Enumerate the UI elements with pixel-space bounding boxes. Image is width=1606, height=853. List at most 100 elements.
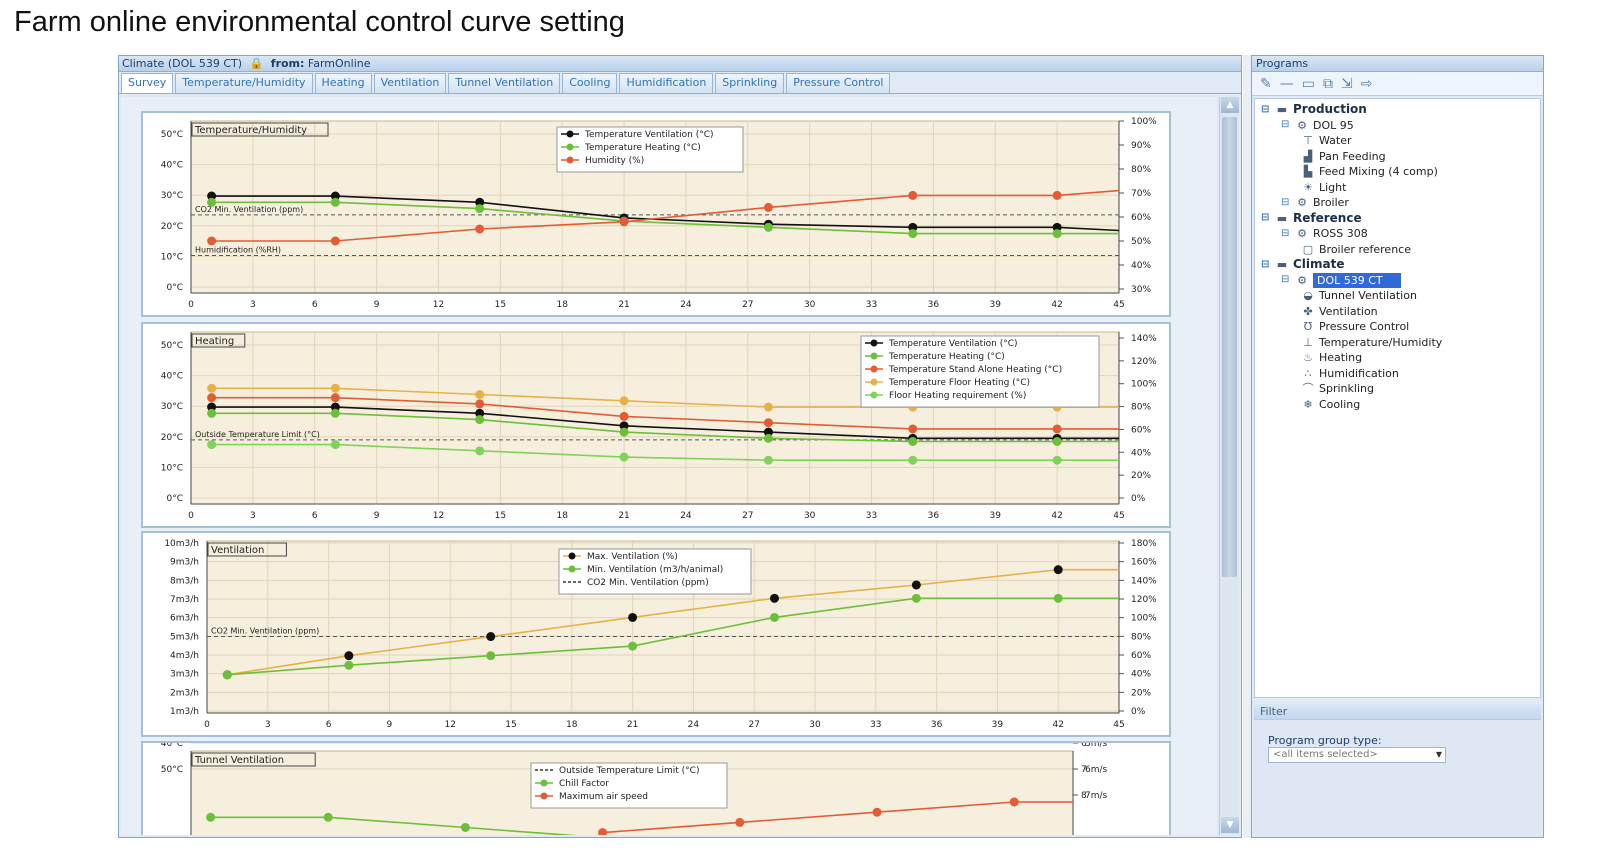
tree-item[interactable]: ◒ Tunnel Ventilation: [1301, 288, 1417, 303]
data-point: [207, 383, 217, 393]
collapse-icon[interactable]: ⊟: [1281, 227, 1290, 239]
tree-item[interactable]: ✤ Ventilation: [1301, 304, 1377, 319]
chart-title-box: [191, 752, 316, 767]
tab-cooling[interactable]: Cooling: [562, 73, 618, 93]
scroll-thumb[interactable]: [1222, 117, 1237, 577]
tree-item[interactable]: ▟ Pan Feeding: [1301, 149, 1386, 164]
scroll-down-icon[interactable]: ▼: [1221, 817, 1239, 833]
y-tick-label: 50°C: [161, 130, 183, 140]
tab-pressure-control[interactable]: Pressure Control: [786, 73, 891, 93]
collapse-icon[interactable]: ⊟: [1261, 212, 1270, 223]
save-icon[interactable]: ▭: [1301, 75, 1315, 92]
collapse-icon[interactable]: ⊟: [1261, 258, 1270, 270]
tab-temperature-humidity[interactable]: Temperature/Humidity: [175, 73, 313, 93]
panel-splitter[interactable]: [1243, 55, 1251, 838]
tab-tunnel-ventilation[interactable]: Tunnel Ventilation: [448, 73, 561, 93]
scroll-up-icon[interactable]: ▲: [1221, 97, 1239, 113]
y-right-tick-label: 7m/s: [1085, 791, 1108, 801]
tree-item[interactable]: ⊟ ▬ Reference: [1261, 211, 1362, 226]
title-house: (DOL 539 CT): [167, 57, 243, 70]
export-icon[interactable]: ⇨: [1360, 75, 1373, 92]
data-point: [1052, 229, 1062, 239]
tree-item-label: Cooling: [1319, 397, 1361, 411]
legend-swatch-dot: [540, 792, 548, 800]
legend-swatch-dot: [566, 130, 574, 138]
tree-item[interactable]: ☀ Light: [1301, 180, 1346, 195]
filter-label: Program group type:: [1268, 734, 1382, 747]
x-tick-label: 3: [250, 300, 256, 310]
tree-item[interactable]: ⊟ ⚙ ROSS 308: [1281, 226, 1368, 241]
remove-icon[interactable]: —: [1279, 75, 1294, 92]
tree-item[interactable]: Ʊ Pressure Control: [1301, 319, 1409, 334]
data-point: [207, 402, 217, 412]
program-group-select[interactable]: <all items selected> ▼: [1268, 747, 1446, 763]
x-tick-label: 45: [1113, 300, 1124, 310]
mixer-icon: ▙: [1303, 165, 1313, 178]
x-tick-label: 6: [312, 511, 318, 521]
y-right-tick-label: 160%: [1131, 558, 1157, 568]
legend-swatch-dot: [540, 779, 548, 787]
drops-icon: ∴: [1304, 366, 1312, 380]
collapse-icon[interactable]: ⊟: [1281, 274, 1290, 285]
tab-sprinkling[interactable]: Sprinkling: [715, 73, 785, 93]
data-point: [486, 632, 496, 642]
chart-title-box: [207, 542, 287, 557]
x-tick-label: 42: [1052, 720, 1063, 730]
data-point: [222, 670, 232, 680]
data-point: [207, 197, 217, 207]
data-point: [1052, 424, 1062, 434]
tab-bar: Survey Temperature/Humidity Heating Vent…: [119, 72, 1241, 94]
data-point: [911, 580, 921, 590]
tab-ventilation[interactable]: Ventilation: [373, 73, 447, 93]
tab-heating[interactable]: Heating: [314, 73, 372, 93]
collapse-icon[interactable]: ⊟: [1281, 119, 1290, 130]
y-right-tick-label: 5m/s: [1085, 743, 1108, 749]
edit-icon[interactable]: ✎: [1260, 75, 1272, 92]
tree-item[interactable]: ▢ Broiler reference: [1301, 242, 1411, 257]
tree-item[interactable]: ⊟ ▬ Climate: [1261, 257, 1345, 272]
x-tick-label: 27: [748, 720, 759, 730]
tab-humidification[interactable]: Humidification: [619, 73, 714, 93]
tree-item[interactable]: ▙ Feed Mixing (4 comp): [1301, 164, 1438, 179]
tree-item[interactable]: ⊥ Temperature/Humidity: [1301, 335, 1442, 350]
tree-item[interactable]: ⊟ ▬ Production: [1261, 102, 1367, 117]
y-right-tick-label: 80%: [1131, 165, 1151, 175]
tree-item[interactable]: ⊤ Water: [1301, 133, 1351, 148]
save-as-icon[interactable]: ⧉: [1322, 75, 1333, 92]
x-tick-label: 12: [444, 720, 455, 730]
tree-item[interactable]: ⊟ ⚙ Broiler: [1281, 195, 1349, 210]
tree-item-label: Broiler: [1313, 196, 1349, 209]
data-point: [908, 222, 918, 232]
vertical-scrollbar[interactable]: ▲ ▼: [1219, 97, 1239, 835]
tree-item[interactable]: ♨ Heating: [1301, 350, 1362, 365]
filter-pane: Filter Program group type: <all items se…: [1254, 704, 1541, 834]
data-point: [1052, 436, 1062, 446]
reference-line-label: Humidification (%RH): [195, 245, 281, 254]
pressure-icon: Ʊ: [1303, 320, 1313, 333]
data-point: [619, 396, 629, 406]
collapse-icon[interactable]: ⊟: [1261, 103, 1270, 115]
tree-item[interactable]: ∴ Humidification: [1301, 366, 1399, 381]
import-icon[interactable]: ⇲: [1340, 75, 1353, 92]
data-point: [475, 415, 485, 425]
tree-item[interactable]: ⌒ Sprinkling: [1301, 381, 1374, 396]
tree-item[interactable]: ⊟ ⚙ DOL 95: [1281, 118, 1354, 133]
programs-toolbar: ✎ — ▭ ⧉ ⇲ ⇨: [1252, 72, 1543, 96]
tree-item[interactable]: ⊟ ⚙ DOL 539 CT: [1281, 272, 1401, 288]
data-point: [598, 828, 608, 835]
tree-item-label: Pan Feeding: [1319, 149, 1386, 163]
tree-item-label: DOL 539 CT: [1313, 272, 1401, 288]
x-tick-label: 12: [433, 511, 444, 521]
legend-swatch-dot: [870, 339, 878, 347]
tree-item[interactable]: ❄ Cooling: [1301, 397, 1360, 412]
data-point: [908, 455, 918, 465]
y-tick-label: 1m3/h: [170, 707, 199, 717]
y-right-tick-label: 0%: [1131, 494, 1146, 504]
y-right-tick-label: 20%: [1131, 471, 1151, 481]
x-tick-label: 9: [374, 300, 380, 310]
collapse-icon[interactable]: ⊟: [1281, 196, 1290, 208]
x-tick-label: 45: [1113, 511, 1124, 521]
tab-survey[interactable]: Survey: [121, 73, 174, 93]
series-line: [211, 443, 1119, 461]
y-tick-label: 30°C: [161, 191, 183, 201]
